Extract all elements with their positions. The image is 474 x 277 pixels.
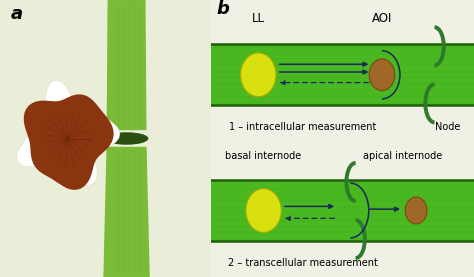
Ellipse shape: [369, 59, 395, 91]
Text: 2 – transcellular measurement: 2 – transcellular measurement: [228, 258, 378, 268]
Text: 1 – intracellular measurement: 1 – intracellular measurement: [229, 122, 377, 132]
Bar: [211, 44, 474, 105]
Polygon shape: [24, 94, 114, 190]
Text: a: a: [10, 5, 23, 23]
Text: apical internode: apical internode: [364, 151, 443, 161]
Polygon shape: [17, 80, 120, 188]
Polygon shape: [103, 147, 150, 277]
Text: LL: LL: [252, 12, 265, 25]
Polygon shape: [107, 0, 146, 130]
Text: AOI: AOI: [372, 12, 392, 25]
Text: Node: Node: [435, 122, 460, 132]
Text: basal internode: basal internode: [226, 151, 301, 161]
Ellipse shape: [241, 53, 276, 97]
Ellipse shape: [246, 189, 281, 232]
Ellipse shape: [405, 197, 427, 224]
Ellipse shape: [105, 132, 148, 145]
Text: b: b: [216, 0, 229, 18]
Bar: [211, 180, 474, 241]
